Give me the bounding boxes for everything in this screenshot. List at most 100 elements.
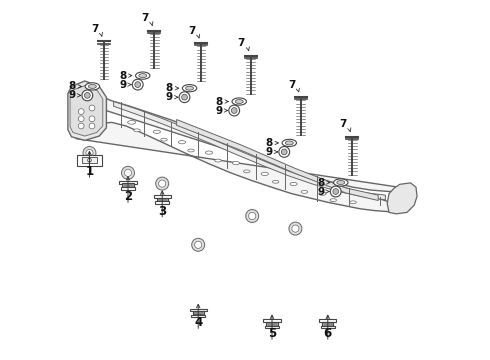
Ellipse shape xyxy=(186,86,194,90)
Text: 3: 3 xyxy=(158,205,166,218)
Circle shape xyxy=(179,92,190,103)
Circle shape xyxy=(132,79,143,90)
Bar xyxy=(264,319,281,322)
Text: 9: 9 xyxy=(216,105,222,116)
Ellipse shape xyxy=(272,180,279,183)
Ellipse shape xyxy=(232,161,240,165)
Text: 5: 5 xyxy=(268,327,276,340)
Circle shape xyxy=(88,158,91,162)
Circle shape xyxy=(89,105,95,111)
Text: 8: 8 xyxy=(266,138,273,148)
Ellipse shape xyxy=(182,85,197,92)
Ellipse shape xyxy=(282,139,296,147)
Circle shape xyxy=(122,166,134,179)
Bar xyxy=(122,183,134,187)
Bar xyxy=(319,319,336,322)
Circle shape xyxy=(83,147,96,159)
Bar xyxy=(120,181,137,184)
Text: 8: 8 xyxy=(69,81,76,91)
Text: 7: 7 xyxy=(188,26,196,36)
Text: 2: 2 xyxy=(124,190,132,203)
Text: 6: 6 xyxy=(324,327,332,340)
Circle shape xyxy=(156,177,169,190)
Bar xyxy=(157,198,168,202)
Circle shape xyxy=(281,149,287,155)
Bar xyxy=(155,201,169,204)
Ellipse shape xyxy=(285,141,293,145)
Circle shape xyxy=(229,105,240,116)
Text: 1: 1 xyxy=(85,165,94,178)
Circle shape xyxy=(159,180,166,187)
Polygon shape xyxy=(68,81,106,140)
Ellipse shape xyxy=(244,170,250,173)
Bar xyxy=(322,322,333,326)
Ellipse shape xyxy=(301,190,308,193)
Ellipse shape xyxy=(139,74,147,78)
Ellipse shape xyxy=(215,159,221,162)
Circle shape xyxy=(78,109,84,114)
Circle shape xyxy=(89,116,95,122)
Text: 8: 8 xyxy=(119,71,126,81)
Bar xyxy=(154,195,171,198)
Text: 9: 9 xyxy=(317,186,324,197)
Circle shape xyxy=(248,212,256,220)
Ellipse shape xyxy=(88,85,97,89)
Bar xyxy=(267,322,277,326)
Ellipse shape xyxy=(319,192,326,195)
Circle shape xyxy=(292,225,299,232)
Polygon shape xyxy=(387,183,417,214)
Ellipse shape xyxy=(330,199,337,202)
Ellipse shape xyxy=(127,121,136,124)
Bar xyxy=(190,309,207,311)
Text: 9: 9 xyxy=(69,90,76,100)
Circle shape xyxy=(245,210,259,222)
Polygon shape xyxy=(76,92,411,212)
Polygon shape xyxy=(70,86,103,136)
Text: 9: 9 xyxy=(119,80,126,90)
Circle shape xyxy=(124,169,132,176)
Text: 9: 9 xyxy=(266,147,272,157)
Bar xyxy=(121,187,135,190)
Polygon shape xyxy=(176,120,378,201)
Ellipse shape xyxy=(178,141,186,144)
Ellipse shape xyxy=(334,179,348,186)
Circle shape xyxy=(330,186,341,197)
Text: 8: 8 xyxy=(317,177,324,188)
Text: 7: 7 xyxy=(91,24,98,34)
Bar xyxy=(77,155,101,166)
Bar xyxy=(82,157,97,163)
Text: 7: 7 xyxy=(238,38,245,48)
Circle shape xyxy=(231,108,237,113)
Ellipse shape xyxy=(161,138,167,141)
Ellipse shape xyxy=(261,172,269,176)
Circle shape xyxy=(84,93,90,98)
Text: 7: 7 xyxy=(339,119,346,129)
Bar xyxy=(191,315,205,318)
Circle shape xyxy=(195,241,202,248)
Circle shape xyxy=(192,238,205,251)
Ellipse shape xyxy=(337,181,345,185)
Ellipse shape xyxy=(232,98,246,105)
Ellipse shape xyxy=(350,201,356,204)
Circle shape xyxy=(86,149,93,157)
Circle shape xyxy=(289,222,302,235)
Circle shape xyxy=(135,82,141,87)
Ellipse shape xyxy=(290,183,297,186)
Circle shape xyxy=(78,116,84,122)
Ellipse shape xyxy=(205,151,213,154)
Circle shape xyxy=(82,90,93,101)
Text: 9: 9 xyxy=(166,92,173,102)
Text: 8: 8 xyxy=(166,83,173,93)
Ellipse shape xyxy=(235,100,243,104)
Text: 7: 7 xyxy=(141,13,148,23)
Circle shape xyxy=(78,123,84,129)
Text: 7: 7 xyxy=(288,80,295,90)
Circle shape xyxy=(182,94,187,100)
Bar xyxy=(193,311,204,315)
Circle shape xyxy=(89,123,95,129)
Text: 8: 8 xyxy=(216,96,222,107)
Ellipse shape xyxy=(153,130,160,134)
Polygon shape xyxy=(114,102,386,200)
Ellipse shape xyxy=(134,129,140,132)
Text: 4: 4 xyxy=(194,316,202,329)
